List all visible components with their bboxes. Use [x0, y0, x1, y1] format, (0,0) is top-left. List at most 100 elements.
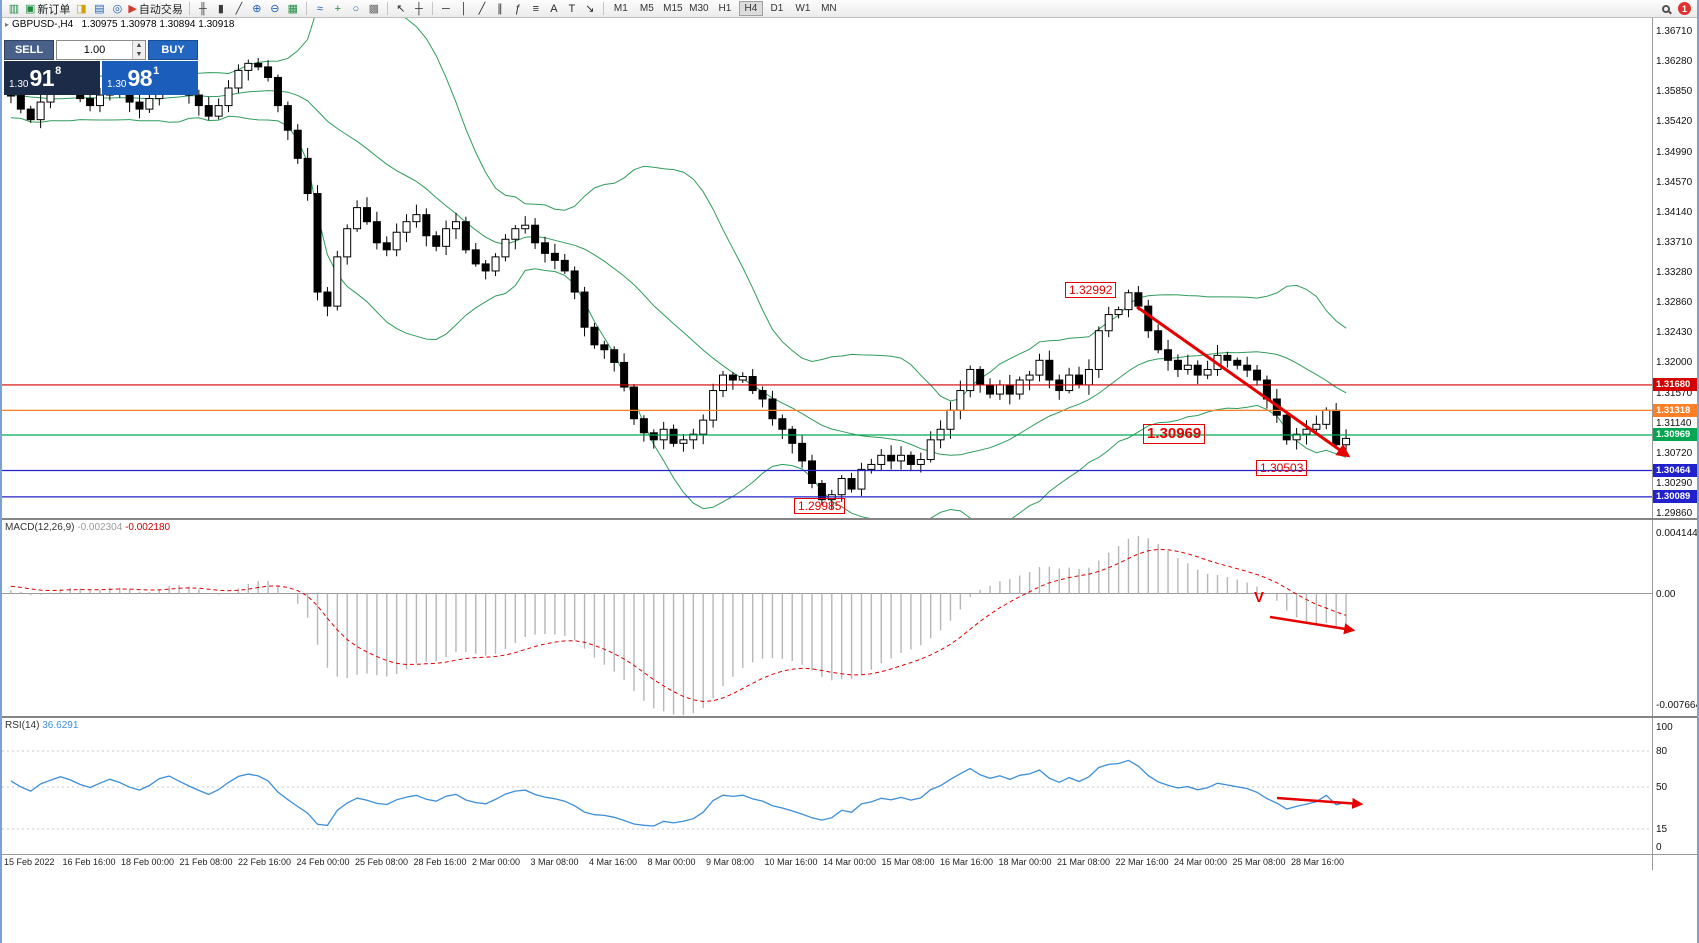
tile-windows-icon[interactable]: ▦ — [284, 1, 302, 17]
timeframe-mn[interactable]: MN — [821, 3, 837, 14]
crosshair-icon[interactable]: ┼ — [410, 1, 428, 17]
cursor-icon: ↖ — [396, 2, 406, 15]
market-watch-icon[interactable]: ▤ — [90, 1, 108, 17]
buy-price[interactable]: 1.30 98 1 — [102, 61, 198, 95]
candlestick-mode-icon[interactable]: ▮ — [212, 1, 230, 17]
label-icon[interactable]: T — [563, 1, 581, 17]
timeframe-toolbar: M1 M5 M15 M30 H1 H4 D1 W1 MN — [608, 1, 842, 16]
buy-button[interactable]: BUY — [148, 40, 198, 60]
main-toolbar: ▥ ▣ 新订单 ◨ ▤ ◎ ▶ 自动交易 ╫ ▮ ╱ ⊕ ⊖ ▦ ≈ + ○ ▩ ↖ ┼ ─ │ ╱ ∥ ƒ ≡ A T ↘ M1 M5 M… — [2, 0, 1697, 18]
timeline-label: 8 Mar 00:00 — [647, 857, 696, 867]
templates-icon: ▩ — [368, 2, 380, 15]
price-badge: 1.30464 — [1653, 463, 1697, 477]
trendline-icon[interactable]: ╱ — [473, 1, 491, 17]
timeline-label: 24 Mar 00:00 — [1174, 857, 1228, 867]
volume-down-icon[interactable]: ▼ — [133, 50, 145, 59]
timeline-label: 22 Mar 16:00 — [1115, 857, 1169, 867]
timeline-label: 2 Mar 00:00 — [472, 857, 521, 867]
axis-tick: 50 — [1656, 782, 1668, 793]
zoom-in-icon: ⊕ — [252, 2, 262, 15]
sell-price[interactable]: 1.30 91 8 — [4, 61, 100, 95]
channel-icon: ∥ — [497, 2, 503, 15]
timeline-label: 4 Mar 16:00 — [589, 857, 638, 867]
horizontal-line-icon[interactable]: ─ — [437, 1, 455, 17]
panel-separator-macd[interactable] — [2, 518, 1697, 520]
timeframe-h1[interactable]: H1 — [718, 3, 732, 14]
one-click-trading-panel: SELL ▲ ▼ BUY 1.30 91 8 — [4, 40, 198, 95]
add-indicator-icon[interactable]: + — [329, 1, 347, 17]
new-order-button[interactable]: ▣ 新订单 — [23, 1, 72, 17]
notification-badge[interactable]: 1 — [1678, 2, 1691, 15]
rsi-value: 36.6291 — [42, 720, 79, 731]
strategy-tester-icon[interactable]: ◎ — [108, 1, 126, 17]
volume-input[interactable] — [57, 41, 132, 59]
arrow-objects-icon: ↘ — [585, 2, 595, 15]
timeframe-m5[interactable]: M5 — [639, 3, 654, 14]
zoom-in-icon[interactable]: ⊕ — [248, 1, 266, 17]
macd-panel[interactable]: V MACD(12,26,9) -0.002304 -0.002180 — [2, 520, 1697, 716]
new-chart-icon[interactable]: ▥ — [5, 1, 23, 17]
new-order-button-label: 新订单 — [37, 3, 71, 16]
line-chart-mode-icon[interactable]: ╱ — [230, 1, 248, 17]
time-axis[interactable]: 15 Feb 2022 16 Feb 16:00 18 Feb 00:00 21 Fe… — [2, 855, 1697, 870]
indicators-icon[interactable]: ≈ — [311, 1, 329, 17]
axis-tick: 0.00 — [1656, 588, 1676, 600]
timeline-label: 25 Feb 08:00 — [355, 857, 409, 867]
volume-up-icon[interactable]: ▲ — [133, 41, 145, 50]
timeframe-w1[interactable]: W1 — [795, 3, 811, 14]
macd-name: MACD(12,26,9) — [5, 522, 75, 533]
new-order-icon: ▣ — [25, 2, 36, 15]
search-icon[interactable] — [1657, 1, 1675, 17]
buy-price-prefix: 1.30 — [107, 79, 127, 90]
auto-trading-icon: ▶ — [128, 2, 137, 15]
toolbar-separator — [602, 2, 604, 15]
vertical-line-icon[interactable]: │ — [455, 1, 473, 17]
axis-tick: 1.34140 — [1656, 206, 1693, 218]
bar-chart-mode-icon: ╫ — [198, 2, 207, 15]
axis-tick: 1.34570 — [1656, 176, 1693, 188]
axis-tick: 1.32430 — [1656, 327, 1693, 339]
price-badge: 1.31680 — [1653, 378, 1697, 392]
auto-trading-button[interactable]: ▶ 自动交易 — [126, 1, 184, 17]
axis-tick: 1.29860 — [1656, 508, 1693, 519]
axis-tick: 0.004144 — [1656, 528, 1697, 540]
timeframe-h4[interactable]: H4 — [738, 1, 763, 16]
channel-icon[interactable]: ∥ — [491, 1, 509, 17]
zoom-out-icon: ⊖ — [270, 2, 280, 15]
price-panel[interactable]: ▸ GBPUSD-,H4 1.30975 1.30978 1.30894 1.30… — [2, 18, 1697, 518]
rsi-name: RSI(14) — [5, 720, 40, 731]
axis-tick: 1.35850 — [1656, 86, 1693, 98]
panel-separator-rsi[interactable] — [2, 716, 1697, 718]
cursor-icon[interactable]: ↖ — [392, 1, 410, 17]
timeframe-m15[interactable]: M15 — [663, 3, 683, 14]
volume-field: ▲ ▼ — [56, 40, 146, 60]
macd-label: MACD(12,26,9) -0.002304 -0.002180 — [5, 522, 170, 533]
timeline-label: 18 Feb 00:00 — [121, 857, 175, 867]
bar-chart-mode-icon[interactable]: ╫ — [194, 1, 212, 17]
timeframe-m1[interactable]: M1 — [613, 3, 628, 14]
timeline-label: 15 Feb 2022 — [4, 857, 55, 867]
price-axis[interactable]: 1.36710 1.36280 1.35850 1.35420 1.34990 1.345… — [1652, 18, 1697, 870]
text-icon[interactable]: A — [545, 1, 563, 17]
timeframe-d1[interactable]: D1 — [770, 3, 784, 14]
periods-icon[interactable]: ○ — [347, 1, 365, 17]
axis-tick: 1.36710 — [1656, 26, 1693, 37]
symbol-info: ▸ GBPUSD-,H4 1.30975 1.30978 1.30894 1.30… — [5, 19, 234, 30]
zoom-out-icon[interactable]: ⊖ — [266, 1, 284, 17]
price-chart-canvas[interactable] — [2, 18, 1652, 518]
text-icon: A — [550, 2, 558, 15]
history-center-icon[interactable]: ◨ — [72, 1, 90, 17]
arrow-objects-icon[interactable]: ↘ — [581, 1, 599, 17]
timeframe-m30[interactable]: M30 — [689, 3, 709, 14]
fibonacci-icon[interactable]: ƒ — [509, 1, 527, 17]
rsi-panel[interactable]: RSI(14) 36.6291 — [2, 718, 1697, 854]
shapes-icon[interactable]: ≡ — [527, 1, 545, 17]
sell-button[interactable]: SELL — [4, 40, 54, 60]
axis-tick: 0 — [1656, 842, 1662, 853]
periods-icon: ○ — [352, 2, 360, 15]
macd-signal-value: -0.002180 — [125, 522, 171, 533]
timeline-separator — [2, 854, 1697, 855]
templates-icon[interactable]: ▩ — [365, 1, 383, 17]
indicators-icon: ≈ — [316, 2, 323, 15]
